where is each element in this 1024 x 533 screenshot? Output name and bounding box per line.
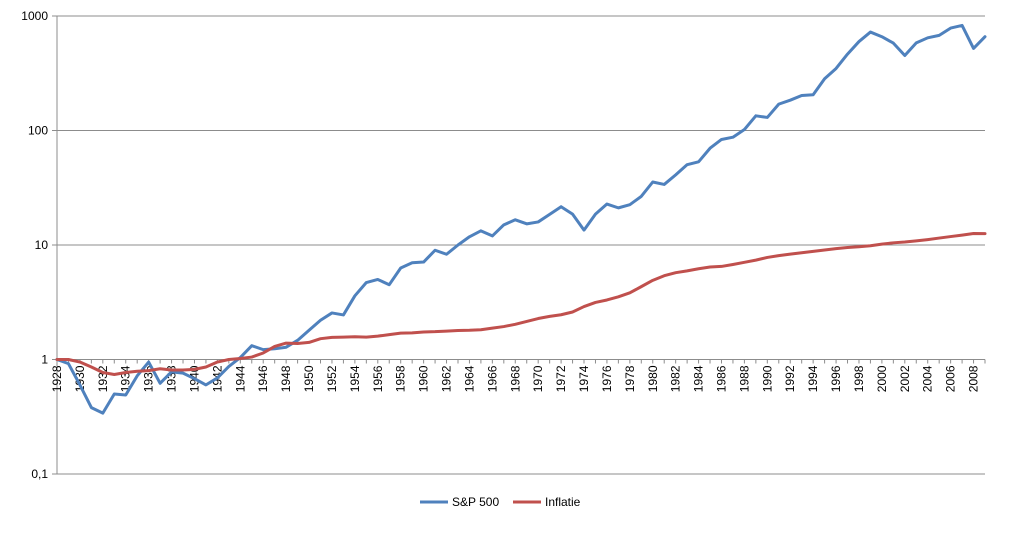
x-tick-label: 1946	[256, 365, 270, 392]
x-tick-label: 1968	[508, 365, 522, 392]
x-tick-label: 2006	[944, 365, 958, 392]
x-tick-label: 1964	[462, 365, 476, 392]
y-tick-label: 0,1	[31, 467, 48, 481]
x-tick-label: 1952	[325, 365, 339, 392]
x-tick-label: 1972	[554, 365, 568, 392]
series-line-inflatie	[55, 232, 987, 376]
x-tick-label: 1958	[394, 365, 408, 392]
x-tick-label: 1930	[73, 365, 87, 392]
x-tick-label: 1970	[531, 365, 545, 392]
series-layer	[55, 23, 987, 415]
x-tick-label: 1948	[279, 365, 293, 392]
x-tick-label: 1974	[577, 365, 591, 392]
x-tick-label: 2000	[875, 365, 889, 392]
legend: S&P 500 Inflatie	[420, 495, 581, 509]
x-tick-label: 1982	[669, 365, 683, 392]
x-tick-label: 2002	[898, 365, 912, 392]
x-tick-label: 2008	[967, 365, 981, 392]
x-tick-label: 1988	[737, 365, 751, 392]
x-tick-label: 1950	[302, 365, 316, 392]
x-tick-label: 1994	[806, 365, 820, 392]
x-tick-label: 1962	[440, 365, 454, 392]
x-tick-label: 1978	[623, 365, 637, 392]
x-tick-label: 1944	[233, 365, 247, 392]
y-tick-label: 10	[35, 238, 49, 252]
x-tick-label: 1928	[50, 365, 64, 392]
y-tick-label: 100	[28, 124, 48, 138]
legend-label-inflatie: Inflatie	[545, 495, 581, 509]
x-tick-label: 1998	[852, 365, 866, 392]
series-line-sp500	[55, 23, 987, 415]
x-tick-label: 1966	[485, 365, 499, 392]
x-tick-label: 1992	[783, 365, 797, 392]
x-tick-label: 2004	[921, 365, 935, 392]
x-tick-label: 1954	[348, 365, 362, 392]
x-tick-label: 1990	[760, 365, 774, 392]
x-tick-label: 1996	[829, 365, 843, 392]
x-tick-label: 1986	[714, 365, 728, 392]
x-tick-label: 1960	[417, 365, 431, 392]
x-tick-label: 1956	[371, 365, 385, 392]
legend-label-sp500: S&P 500	[452, 495, 499, 509]
x-tick-label: 1984	[692, 365, 706, 392]
y-tick-label: 1	[41, 353, 48, 367]
y-tick-label: 1000	[21, 9, 48, 23]
x-tick-label: 1976	[600, 365, 614, 392]
x-tick-label: 1980	[646, 365, 660, 392]
